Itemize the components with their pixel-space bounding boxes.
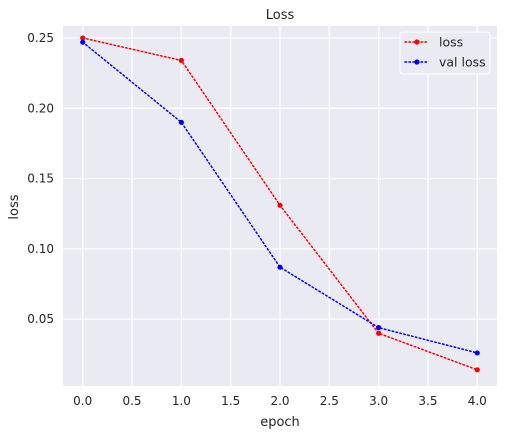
y-tick-label: 0.20 [27, 101, 54, 115]
series-line-val-loss [81, 41, 479, 354]
x-tick-label: 0.5 [122, 394, 141, 408]
x-tick-label: 2.5 [320, 394, 339, 408]
chart-title: Loss [266, 8, 295, 23]
legend: loss val loss [399, 31, 491, 75]
data-point-loss [178, 57, 184, 64]
series-layer [80, 35, 480, 373]
x-tick-label: 3.5 [418, 394, 437, 408]
y-tick-label: 0.10 [27, 242, 54, 256]
y-tick-label: 0.05 [27, 312, 54, 326]
grid [63, 26, 497, 386]
x-tick-label: 4.0 [468, 394, 487, 408]
data-point-loss [277, 202, 283, 208]
legend-marker-val-loss [414, 59, 420, 65]
legend-label-loss: loss [439, 35, 463, 50]
x-tick-label: 1.5 [221, 394, 240, 408]
y-axis-ticks: 0.05 0.10 0.15 0.20 0.25 [27, 31, 54, 326]
x-axis-ticks: 0.0 0.5 1.0 1.5 2.0 2.5 3.0 3.5 4.0 [73, 394, 487, 408]
x-tick-label: 2.0 [270, 394, 289, 408]
data-point-loss [474, 367, 480, 373]
data-point-val-loss [178, 119, 184, 125]
data-point-val-loss [474, 350, 480, 356]
data-point-val-loss [376, 325, 382, 331]
y-axis-label: loss [7, 194, 22, 219]
data-point-val-loss [277, 264, 283, 270]
y-tick-label: 0.25 [27, 31, 54, 45]
x-tick-label: 1.0 [172, 394, 191, 408]
y-tick-label: 0.15 [27, 172, 54, 186]
x-tick-label: 3.0 [369, 394, 388, 408]
legend-marker-loss [414, 39, 420, 45]
x-axis-label: epoch [260, 415, 300, 430]
data-point-loss [376, 330, 382, 336]
data-point-loss [80, 35, 86, 41]
legend-label-val-loss: val loss [439, 55, 486, 70]
x-tick-label: 0.0 [73, 394, 92, 408]
data-point-val-loss [80, 39, 86, 45]
